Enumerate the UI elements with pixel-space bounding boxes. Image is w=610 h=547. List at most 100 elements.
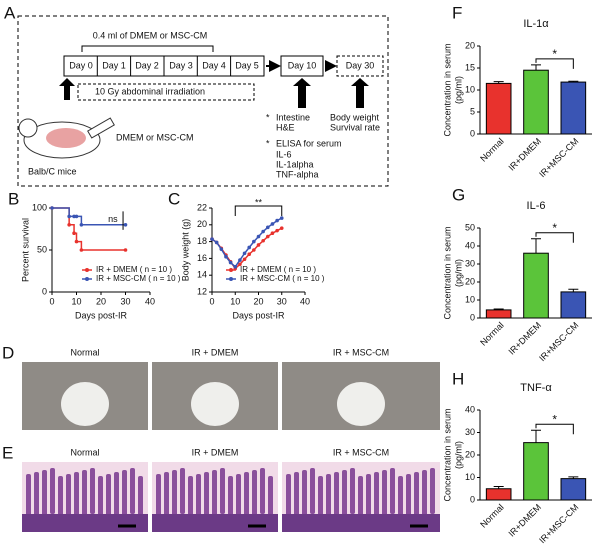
- villus: [390, 468, 395, 514]
- point: [123, 223, 128, 227]
- y-tick-label: 10: [465, 472, 475, 482]
- villus: [326, 474, 331, 520]
- point: [279, 216, 284, 220]
- point: [79, 223, 84, 227]
- mice-label: Balb/C mice: [28, 166, 77, 176]
- point: [238, 258, 242, 262]
- x-tick-label: IR+DMEM: [506, 502, 543, 539]
- photo-label: Normal: [70, 447, 99, 457]
- villus: [114, 472, 119, 518]
- panel-a: A 0.4 ml of DMEM or MSC-CM Day 0 Day 1 D…: [4, 3, 389, 187]
- villus: [98, 476, 103, 522]
- villus: [204, 472, 209, 518]
- villus: [196, 474, 201, 520]
- y-tick-label: 10: [465, 294, 475, 304]
- villus: [90, 468, 95, 514]
- bar: [523, 442, 549, 501]
- x-tick-label: Normal: [478, 136, 506, 164]
- point: [256, 234, 261, 239]
- y-tick-label: 10: [465, 84, 475, 94]
- point: [247, 245, 251, 250]
- error-bar: [568, 80, 579, 83]
- bar: [485, 309, 512, 319]
- villus: [286, 474, 291, 520]
- y-tick-label: 18: [197, 236, 207, 246]
- assay-label: IL-1alpha: [276, 159, 314, 169]
- point: [74, 239, 79, 244]
- crypt-layer: [282, 514, 440, 532]
- villus: [406, 474, 411, 520]
- x-tick-label: 40: [300, 296, 310, 306]
- x-tick-label: 30: [120, 296, 130, 306]
- assay-label: IL-6: [276, 149, 292, 159]
- day30-box: [336, 55, 384, 77]
- panel-letter: D: [2, 343, 14, 362]
- point: [275, 218, 279, 223]
- point: [123, 248, 128, 252]
- irradiation-box: [77, 83, 255, 101]
- villus: [228, 476, 233, 522]
- legend-label: IR + DMEM ( n = 10 ): [240, 265, 316, 274]
- y-tick-label: 22: [197, 202, 207, 212]
- x-tick-label: 40: [145, 296, 155, 306]
- point: [242, 251, 247, 256]
- body-weight-label: Body weight: [330, 112, 380, 122]
- villus: [34, 472, 39, 518]
- villus: [334, 472, 339, 518]
- panel-letter: B: [8, 189, 19, 208]
- point: [242, 257, 247, 262]
- villus: [106, 474, 111, 520]
- error-bar: [531, 238, 541, 254]
- assay-label: TNF-alpha: [276, 169, 319, 179]
- point: [261, 229, 265, 234]
- point: [252, 248, 256, 252]
- day-label: Day 3: [169, 60, 193, 70]
- villus: [342, 470, 347, 516]
- y-tick-label: 20: [465, 40, 475, 50]
- he-label: H&E: [276, 122, 295, 132]
- villus: [138, 476, 143, 522]
- point: [275, 228, 279, 233]
- y-tick-label: 5: [470, 106, 475, 116]
- villus: [42, 470, 47, 516]
- y-axis-label: Concentration in serum: [442, 226, 452, 319]
- villus: [188, 476, 193, 522]
- x-tick-label: Normal: [478, 320, 506, 348]
- bar: [523, 69, 549, 135]
- up-arrow: [351, 78, 369, 108]
- x-tick-label: 10: [230, 296, 240, 306]
- x-tick-label: Normal: [478, 502, 506, 530]
- day-label: Day 30: [346, 60, 375, 70]
- panel-letter: E: [2, 443, 13, 462]
- day-boxes: Day 0 Day 1 Day 2 Day 3 Day 4 Day 5: [63, 55, 265, 77]
- x-tick-label: IR+MSC-CM: [537, 320, 580, 363]
- elisa-label: ELISA for serum: [276, 138, 342, 148]
- y-tick-label: 30: [465, 427, 475, 437]
- y-axis-label: Concentration in serum: [442, 408, 452, 501]
- point: [210, 237, 214, 241]
- villus: [244, 472, 249, 518]
- y-tick-label: 12: [197, 286, 207, 296]
- frame: [17, 15, 389, 187]
- y-tick-label: 50: [465, 222, 475, 232]
- photo-label: IR + DMEM: [192, 347, 239, 357]
- villus: [422, 470, 427, 516]
- point: [79, 248, 84, 252]
- panel-letter: A: [4, 3, 16, 22]
- mouse-head: [18, 118, 38, 138]
- villus: [310, 468, 315, 514]
- x-tick-label: IR+MSC-CM: [537, 136, 580, 179]
- legend-marker: [85, 277, 89, 281]
- day-label: Day 0: [69, 60, 93, 70]
- panel-letter: H: [452, 369, 464, 388]
- injection-label: DMEM or MSC-CM: [116, 132, 194, 142]
- villus: [350, 468, 355, 514]
- point: [270, 231, 275, 235]
- error-bar: [531, 429, 541, 443]
- y-axis-label: (pg/ml): [453, 259, 463, 287]
- annotation: ns: [108, 214, 118, 224]
- x-tick-label: IR+DMEM: [506, 320, 543, 357]
- point: [270, 222, 275, 226]
- photo-label: IR + MSC-CM: [333, 447, 389, 457]
- star: *: [266, 138, 270, 148]
